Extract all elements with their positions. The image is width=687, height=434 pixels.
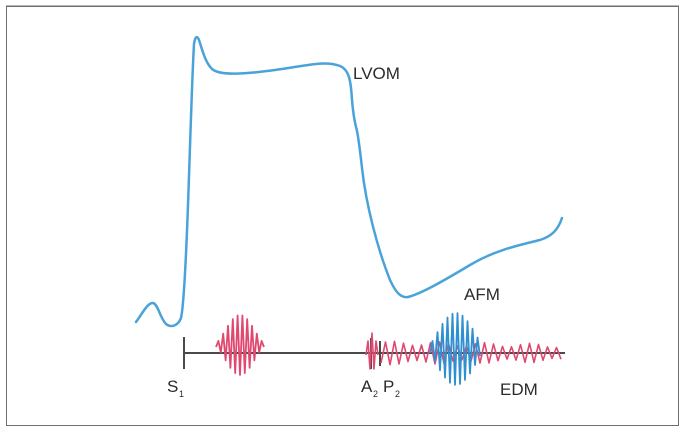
- lvom-curve: [134, 35, 564, 328]
- s1-sound-wave: [215, 314, 265, 376]
- s1-subscript: 1: [179, 389, 184, 399]
- afm-murmur-wave: [429, 312, 481, 386]
- lvom-label: LVOM: [353, 64, 400, 83]
- edm-label: EDM: [500, 380, 538, 399]
- a2-label: A: [361, 377, 373, 396]
- s1-label: S: [167, 377, 178, 396]
- a2-subscript: 2: [373, 389, 378, 399]
- p2-label: P: [383, 377, 394, 396]
- p2-subscript: 2: [395, 389, 400, 399]
- afm-label: AFM: [464, 285, 500, 304]
- a2-sound-wave: [365, 332, 379, 370]
- diagram-frame: [6, 6, 679, 426]
